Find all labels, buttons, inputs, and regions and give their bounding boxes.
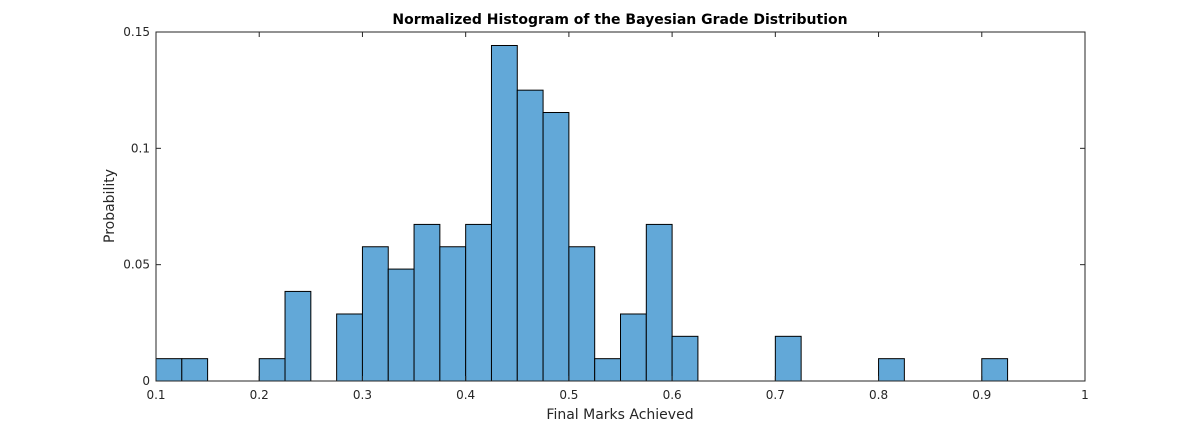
- histogram-bar: [516, 89, 544, 382]
- y-axis-label: Probability: [102, 169, 118, 243]
- histogram-bar: [361, 246, 389, 382]
- histogram-bar: [336, 313, 363, 382]
- y-tick-label: 0: [142, 374, 150, 388]
- x-tick-label: 0.5: [559, 388, 578, 402]
- x-tick-label: 0.9: [972, 388, 991, 402]
- histogram-bar: [284, 290, 312, 382]
- histogram-bar: [155, 358, 183, 382]
- histogram-bar: [258, 358, 286, 382]
- x-tick-label: 0.2: [250, 388, 269, 402]
- bars-group: [155, 44, 1009, 382]
- x-tick-label: 0.1: [146, 388, 165, 402]
- histogram-bar: [439, 246, 467, 382]
- x-axis-ticks: 0.1 0.2 0.3 0.4 0.5 0.6 0.7 0.8 0.9 1: [146, 32, 1089, 402]
- x-tick-label: 0.7: [766, 388, 785, 402]
- x-tick-label: 0.4: [456, 388, 475, 402]
- histogram-bar: [181, 358, 209, 382]
- x-tick-label: 0.6: [663, 388, 682, 402]
- histogram-bar: [620, 313, 647, 382]
- histogram-bar: [542, 112, 570, 382]
- histogram-bar: [645, 223, 673, 382]
- histogram-bar: [594, 358, 622, 382]
- histogram-bar: [490, 44, 518, 382]
- y-tick-label: 0.15: [123, 25, 150, 39]
- histogram-bar: [387, 268, 415, 382]
- histogram-bar: [465, 223, 492, 382]
- x-axis-label: Final Marks Achieved: [546, 407, 693, 423]
- x-tick-label: 0.8: [869, 388, 888, 402]
- chart-title: Normalized Histogram of the Bayesian Gra…: [392, 12, 847, 28]
- histogram-bar: [774, 335, 802, 382]
- histogram-bar: [568, 246, 596, 382]
- x-tick-label: 1: [1081, 388, 1089, 402]
- histogram-bar: [413, 223, 441, 382]
- plot-frame: [155, 31, 1086, 382]
- y-tick-label: 0.05: [123, 258, 150, 272]
- histogram-bar: [671, 335, 699, 382]
- x-tick-label: 0.3: [353, 388, 372, 402]
- histogram-bar: [981, 358, 1009, 382]
- histogram-bar: [878, 358, 905, 382]
- y-axis-ticks: 0 0.05 0.1 0.15: [123, 25, 1085, 388]
- y-tick-label: 0.1: [131, 141, 150, 155]
